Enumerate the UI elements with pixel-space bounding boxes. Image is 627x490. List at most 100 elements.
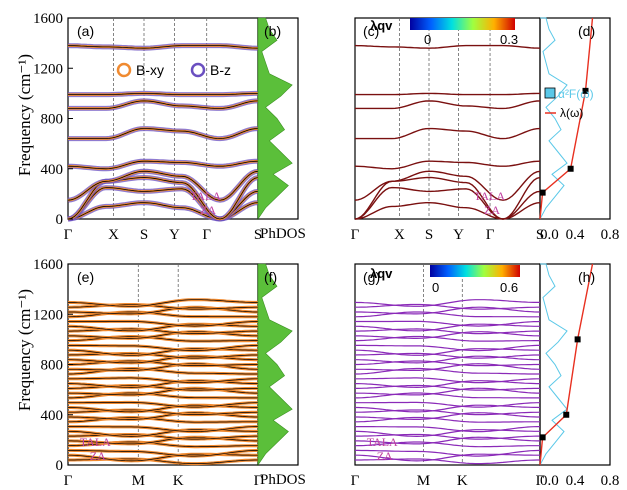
phdos-label-f: PhDOS [260, 472, 306, 488]
band-g-23-0 [355, 348, 540, 356]
colorbar-c-min: 0 [424, 32, 431, 47]
x-tick-label-c-1: X [394, 227, 405, 243]
mode-label-za-e: ZA [90, 449, 106, 463]
band-g-16-0 [355, 380, 540, 389]
band-a-5-2 [68, 128, 259, 140]
band-g-21-0 [355, 355, 540, 364]
legend-bxy-label: B-xy [136, 62, 164, 78]
legend-lambda-label: λ(ω) [560, 106, 583, 120]
mode-label-za-c: ZA [484, 203, 500, 217]
y-tick-label-e-800: 800 [41, 358, 64, 374]
panel-h-label: (h) [578, 269, 595, 285]
y-tick-label-e-1200: 1200 [33, 307, 63, 323]
lambda-marker-h-0 [539, 434, 546, 441]
band-g-19-0 [355, 363, 541, 371]
phdos-label-b: PhDOS [260, 226, 306, 242]
band-g-10-0 [355, 409, 541, 416]
lambda-marker-d-1 [567, 165, 574, 172]
band-g-25-0 [355, 335, 540, 342]
band-e-2-1 [68, 450, 259, 457]
band-g-14-0 [354, 387, 540, 396]
phdos-area-b [257, 17, 293, 220]
band-g-11-0 [355, 404, 541, 413]
band-g-33-0 [354, 299, 540, 307]
x-tick-label-a-5: S [254, 227, 262, 243]
phdos-area-f [257, 263, 293, 466]
x-tick-label-e-2: K [173, 473, 184, 489]
band-g-3-0 [354, 441, 540, 448]
legend-bxy-marker [116, 62, 132, 78]
band-a-7-2 [68, 93, 258, 95]
band-g-4-0 [355, 436, 540, 445]
x-tick-label-h-1: 0.4 [566, 473, 585, 489]
band-c-0-0 [354, 202, 541, 220]
band-c-1-0 [354, 186, 541, 220]
x-tick-label-c-2: S [425, 227, 433, 243]
x-tick-label-d-2: 0.8 [601, 227, 620, 243]
mode-label-talA-c: TALA [474, 189, 505, 203]
band-g-8-0 [355, 416, 540, 423]
band-e-17-1 [68, 377, 258, 383]
x-tick-label-a-3: Y [169, 227, 180, 243]
y-tick-label-a-400: 400 [41, 162, 64, 178]
band-g-2-0 [355, 449, 541, 457]
mode-label-talA-e: TALA [80, 435, 111, 449]
a2f-curve-h [539, 263, 568, 466]
band-a-8-2 [67, 45, 259, 49]
x-tick-label-a-1: X [108, 227, 119, 243]
colorbar-g-min: 0 [432, 280, 439, 295]
mode-label-talA-g: TALA [367, 435, 398, 449]
band-c-3-0 [354, 170, 541, 201]
panel-a-label: (a) [77, 23, 94, 39]
x-tick-label-h-0: 0.0 [540, 473, 559, 489]
band-e-24-1 [68, 345, 258, 351]
mode-label-za-g: ZA [377, 449, 393, 463]
legend-a2f-label: α²F(ω) [558, 87, 594, 101]
x-tick-label-d-1: 0.4 [566, 227, 585, 243]
colorbar-c-max: 0.3 [500, 32, 518, 47]
x-tick-label-g-0: Γ [351, 473, 360, 489]
x-tick-label-d-0: 0.0 [540, 227, 559, 243]
band-g-12-0 [355, 401, 540, 408]
band-g-28-0 [355, 323, 540, 332]
colorbar-c-label: λqv [370, 18, 393, 33]
band-g-15-0 [355, 384, 540, 391]
x-tick-label-h-2: 0.8 [601, 473, 620, 489]
lambda-marker-d-2 [582, 87, 589, 94]
x-tick-label-c-3: Y [453, 227, 464, 243]
band-c-7-0 [355, 92, 540, 96]
y-axis-label-bottom: Frequency (cm⁻¹) [15, 289, 34, 411]
band-g-24-0 [355, 344, 540, 352]
band-e-29-1 [68, 321, 259, 327]
band-c-5-0 [355, 127, 541, 140]
x-tick-label-g-2: K [457, 473, 468, 489]
legend-bz-label: B-z [210, 62, 231, 78]
band-c-4-0 [354, 160, 541, 170]
x-tick-label-a-2: S [140, 227, 148, 243]
band-g-32-0 [355, 303, 540, 310]
x-tick-label-c-4: Γ [486, 227, 495, 243]
y-tick-label-a-1200: 1200 [33, 61, 63, 77]
band-c-2-0 [354, 176, 541, 220]
band-g-7-0 [355, 426, 540, 433]
x-tick-label-c-5: S [536, 227, 544, 243]
colorbar-c: λqv 0 0.3 [370, 18, 518, 47]
band-g-31-0 [355, 306, 540, 315]
panel-b-label: (b) [264, 23, 281, 39]
band-g-1-0 [355, 453, 540, 462]
y-tick-label-e-400: 400 [41, 408, 64, 424]
band-c-6-0 [355, 100, 541, 110]
legend-a2f-marker [544, 87, 556, 99]
y-tick-label-e-1600: 1600 [33, 257, 63, 273]
band-g-26-0 [355, 331, 541, 339]
y-tick-label-a-0: 0 [56, 212, 64, 228]
band-e-33-1 [67, 299, 258, 307]
colorbar-g: λqv 0 0.6 [370, 265, 520, 295]
band-g-29-0 [355, 320, 541, 327]
band-g-5-0 [355, 433, 540, 440]
band-g-18-0 [355, 367, 540, 375]
y-axis-label-top: Frequency (cm⁻¹) [15, 54, 34, 176]
x-tick-label-e-1: M [132, 473, 145, 489]
legend-a: B-xy B-z [116, 62, 231, 78]
